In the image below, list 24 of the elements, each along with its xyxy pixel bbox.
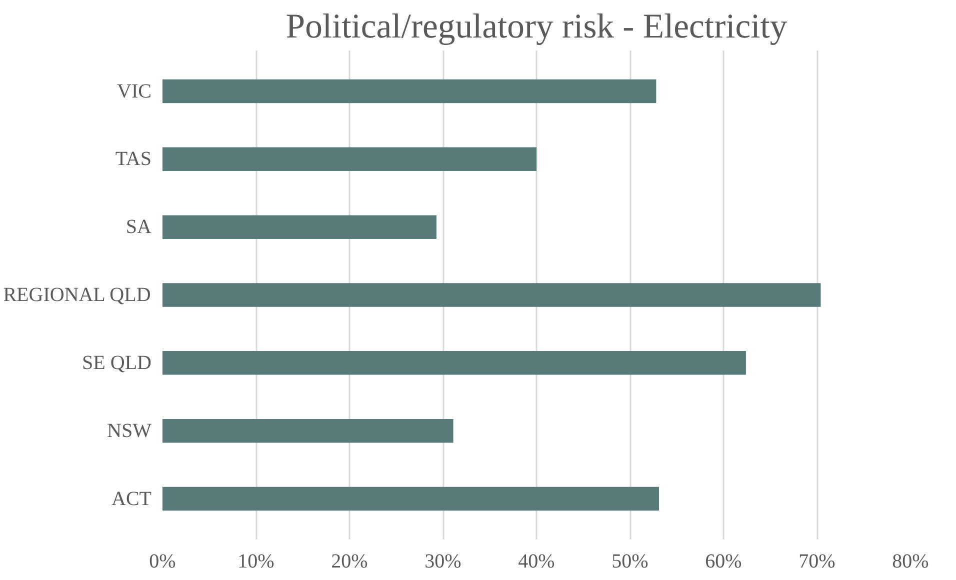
chart-title: Political/regulatory risk - Electricity bbox=[286, 8, 788, 46]
x-tick-label: 0% bbox=[149, 550, 176, 572]
x-tick-label: 70% bbox=[798, 550, 836, 572]
x-tick-label: 30% bbox=[424, 550, 462, 572]
bar bbox=[162, 79, 656, 104]
y-tick-label: TAS bbox=[115, 148, 152, 170]
bar bbox=[162, 418, 454, 443]
bar bbox=[162, 215, 436, 239]
y-tick-label: SA bbox=[126, 216, 152, 238]
y-tick-label: REGIONAL QLD bbox=[3, 284, 151, 306]
y-tick-label: NSW bbox=[107, 420, 152, 442]
y-tick-label: VIC bbox=[117, 80, 152, 102]
x-tick-label: 10% bbox=[238, 550, 274, 572]
y-tick-label: SE QLD bbox=[82, 352, 152, 374]
bar bbox=[162, 147, 536, 172]
bar bbox=[162, 283, 821, 307]
x-tick-label: 40% bbox=[518, 550, 555, 572]
bar bbox=[162, 486, 659, 511]
x-tick-label: 20% bbox=[331, 550, 368, 572]
x-tick-label: 60% bbox=[705, 550, 742, 572]
x-tick-label: 50% bbox=[612, 550, 648, 572]
x-tick-label: 80% bbox=[892, 550, 929, 572]
y-tick-label: ACT bbox=[112, 488, 152, 510]
bar bbox=[162, 351, 746, 375]
